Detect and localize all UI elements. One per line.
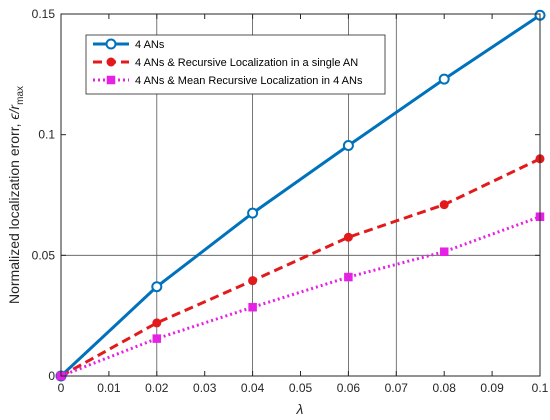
- legend-marker-1: [105, 38, 117, 50]
- x-tick-label: 0.09: [480, 381, 504, 395]
- series-3-point: [152, 334, 162, 343]
- x-axis-label: λ: [296, 401, 304, 417]
- series-line-3: [60, 215, 541, 378]
- series-2-point: [439, 200, 449, 210]
- series-1-point: [247, 207, 259, 219]
- x-tick-label: 0.01: [97, 381, 121, 395]
- series-1-point: [342, 140, 354, 152]
- series-3-point: [439, 247, 449, 256]
- y-axis-label: Normalized localization erorr, ϵ/rmax: [6, 86, 26, 304]
- y-tick-label: 0.05: [32, 248, 56, 262]
- legend-label-2: 4 ANs & Recursive Localization in a sing…: [135, 57, 358, 69]
- series-2-point: [152, 318, 162, 328]
- y-tick-label: 0.15: [32, 7, 56, 21]
- x-tick-label: 0.07: [385, 381, 409, 395]
- y-axis-label-symbol: ϵ/r: [6, 104, 22, 120]
- y-axis-ticks: 0 0.05 0.1 0.15: [32, 7, 540, 383]
- series-3-point: [248, 302, 257, 312]
- x-tick-label: 0.06: [337, 381, 361, 395]
- series-2-point: [248, 276, 258, 286]
- series-1-point: [438, 73, 450, 85]
- legend-label-1: 4 ANs: [135, 39, 165, 51]
- y-axis-label-text: Normalized localization erorr,: [6, 120, 22, 304]
- series-1-point: [151, 281, 163, 293]
- x-tick-label: 0.04: [241, 381, 265, 395]
- x-tick-label: 0.03: [193, 381, 217, 395]
- x-tick-label: 0.05: [289, 381, 313, 395]
- y-axis-label-subscript: max: [15, 86, 26, 105]
- series-lines: [59, 13, 541, 378]
- y-tick-label: 0: [48, 369, 55, 383]
- x-tick-label: 0.08: [433, 381, 457, 395]
- series-3-point: [344, 272, 353, 282]
- series-2-point: [343, 232, 353, 242]
- x-tick-label: 0.1: [532, 381, 549, 395]
- x-tick-label: 0: [58, 381, 65, 395]
- legend-marker-3: [106, 75, 116, 85]
- x-axis-ticks: 0 0.01 0.02 0.03 0.04 0.05 0.06 0.07 0.08 0.09 0.1: [58, 14, 549, 395]
- y-tick-label: 0.1: [38, 128, 55, 142]
- series-line-2: [60, 157, 541, 378]
- legend: 4 ANs 4 ANs & Recursive Localization in a…: [85, 34, 386, 95]
- legend-box: [85, 34, 386, 95]
- legend-label-3: 4 ANs & Mean Recursive Localization in 4…: [135, 75, 363, 87]
- series-line-1: [59, 13, 541, 378]
- legend-marker-2: [106, 57, 116, 67]
- x-tick-label: 0.02: [145, 381, 169, 395]
